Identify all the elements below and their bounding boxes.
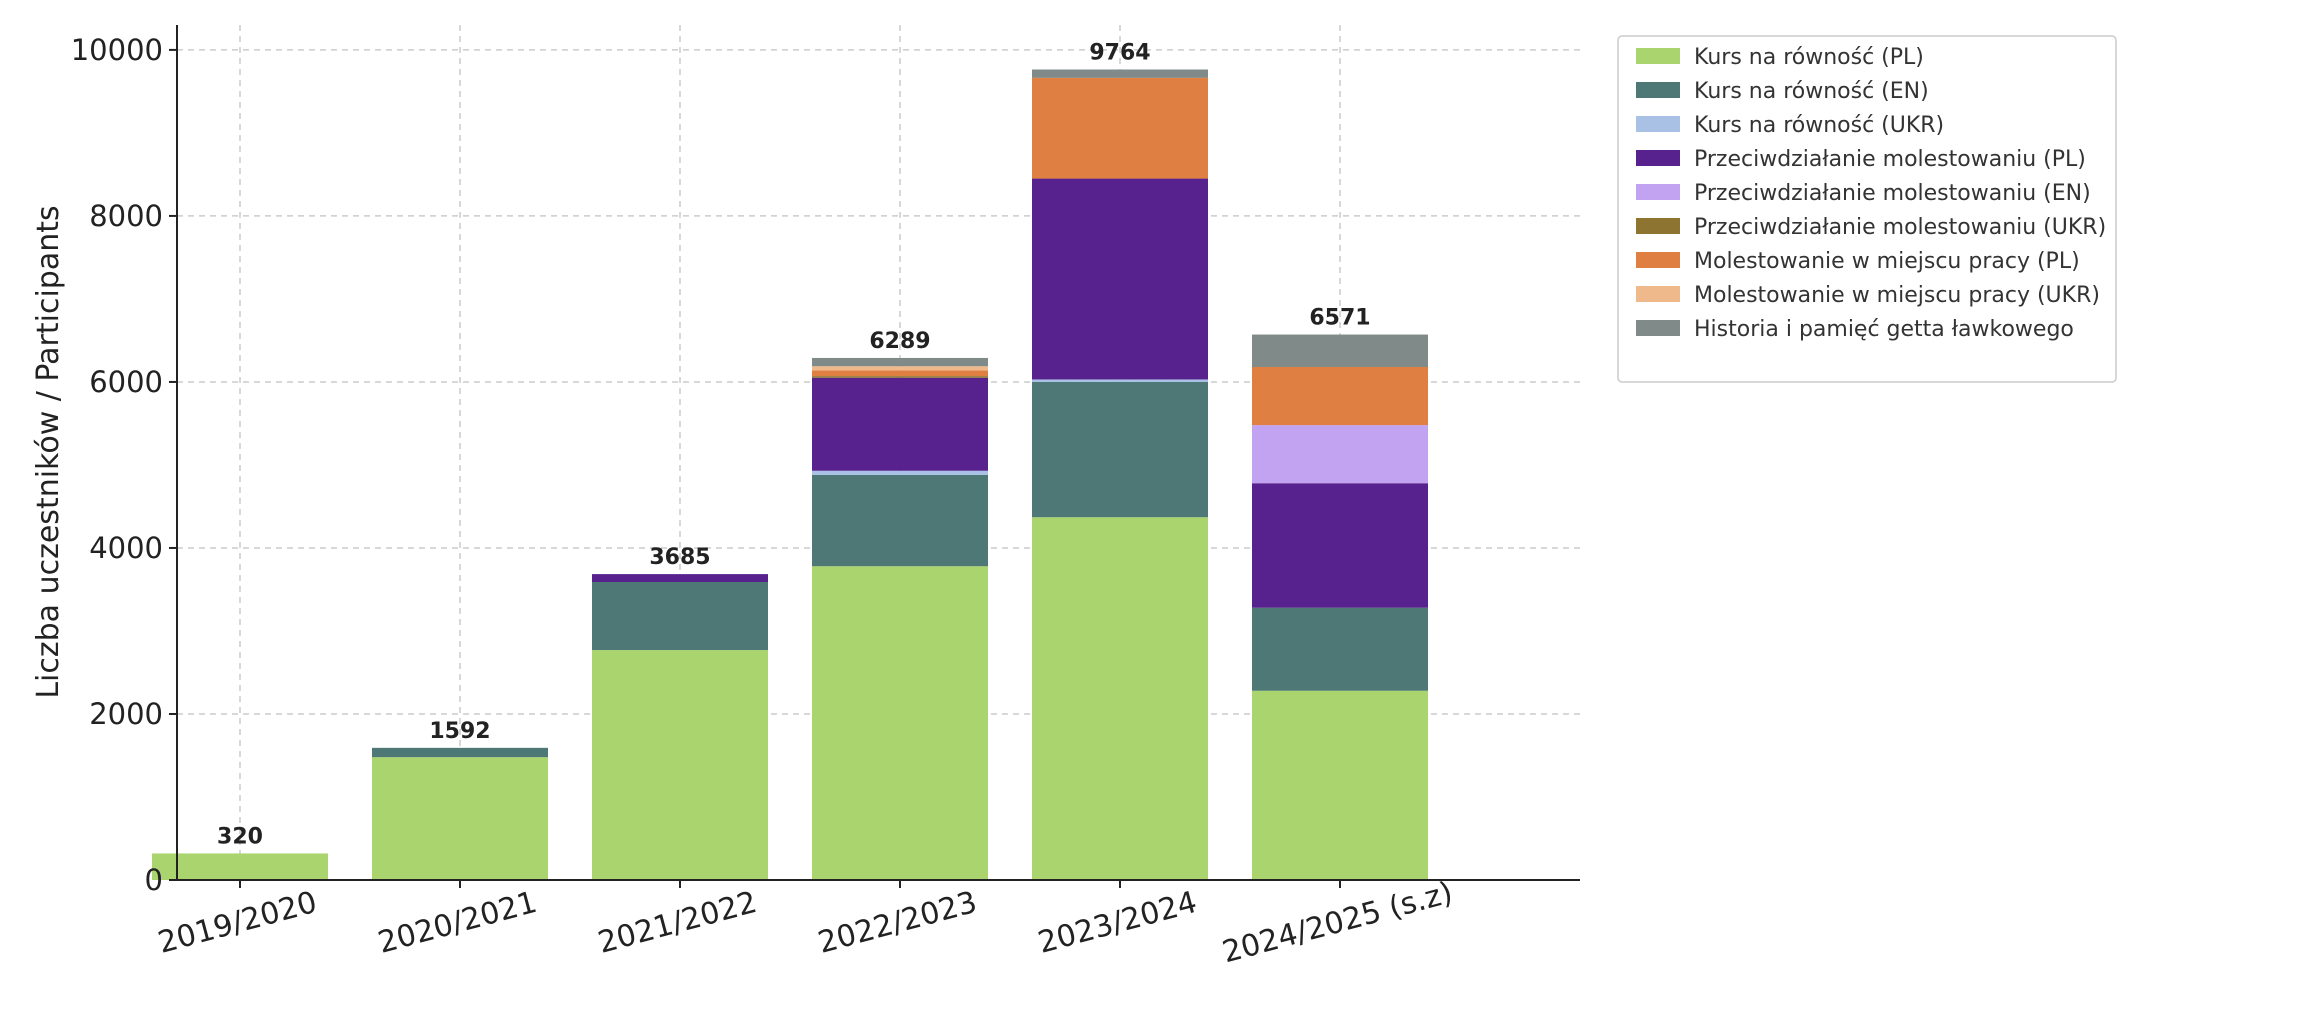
legend-label: Kurs na równość (PL) [1694, 45, 1924, 70]
legend-swatch [1636, 286, 1680, 302]
legend-swatch [1636, 150, 1680, 166]
legend-swatch [1636, 252, 1680, 268]
y-ticks: 0 2000 4000 6000 8000 10000 [71, 33, 177, 897]
legend-label: Przeciwdziałanie molestowaniu (PL) [1694, 147, 2086, 172]
y-tick-label: 10000 [71, 33, 163, 67]
legend-label: Kurs na równość (UKR) [1694, 113, 1944, 138]
bar-segment [812, 566, 988, 880]
bar-total-label: 6289 [869, 329, 930, 354]
axes [176, 25, 1580, 881]
legend-item: Przeciwdziałanie molestowaniu (UKR) [1636, 215, 2106, 240]
bar-segment [1252, 607, 1428, 691]
bars [152, 69, 1428, 880]
legend-item: Kurs na równość (EN) [1636, 79, 1929, 104]
bar-segment [1032, 77, 1208, 179]
bar-segment [1032, 379, 1208, 382]
legend-swatch [1636, 184, 1680, 200]
bar-segment [1032, 178, 1208, 380]
bar-segment [1252, 483, 1428, 608]
legend-label: Przeciwdziałanie molestowaniu (UKR) [1694, 215, 2106, 240]
legend-label: Przeciwdziałanie molestowaniu (EN) [1694, 181, 2091, 206]
bar-segment [812, 470, 988, 475]
bar-segment [812, 366, 988, 371]
bar-total-label: 1592 [429, 719, 490, 744]
bar-segment [812, 376, 988, 378]
legend-item: Przeciwdziałanie molestowaniu (PL) [1636, 147, 2086, 172]
legend-item: Molestowanie w miejscu pracy (UKR) [1636, 283, 2100, 308]
legend-item: Molestowanie w miejscu pracy (PL) [1636, 249, 2080, 274]
y-tick-label: 4000 [89, 531, 163, 565]
legend-swatch [1636, 320, 1680, 336]
bar-segment [812, 357, 988, 367]
legend-item: Przeciwdziałanie molestowaniu (EN) [1636, 181, 2091, 206]
y-tick-label: 8000 [89, 199, 163, 233]
legend-label: Molestowanie w miejscu pracy (UKR) [1694, 283, 2100, 308]
legend-label: Kurs na równość (EN) [1694, 79, 1929, 104]
x-tick-label: 2022/2023 [814, 885, 980, 961]
x-ticks: 2019/2020 2020/2021 2021/2022 2022/2023 2023… [154, 875, 1456, 970]
legend-swatch [1636, 218, 1680, 234]
bar-segment [1252, 367, 1428, 426]
x-tick-label: 2024/2025 (s.z) [1219, 875, 1457, 970]
x-tick-label: 2020/2021 [374, 885, 540, 961]
y-tick-label: 0 [145, 863, 163, 897]
bar-total-label: 9764 [1089, 40, 1150, 65]
legend-item: Kurs na równość (PL) [1636, 45, 1924, 70]
legend: Kurs na równość (PL) Kurs na równość (EN)… [1617, 35, 2117, 383]
bar-segment [372, 757, 548, 880]
bar-total-label: 6571 [1309, 306, 1370, 331]
bar-segment [1032, 517, 1208, 880]
x-tick-label: 2019/2020 [154, 885, 320, 961]
bar-segment [1252, 690, 1428, 880]
bar-segment [592, 574, 768, 582]
bar-segment [592, 650, 768, 880]
bar-total-label: 3685 [649, 545, 710, 570]
legend-frame [1617, 35, 2117, 383]
legend-label: Molestowanie w miejscu pracy (PL) [1694, 249, 2080, 274]
bar-segment [812, 474, 988, 567]
bar-segment [812, 377, 988, 471]
bar-segment [152, 853, 328, 880]
bar-segment [592, 581, 768, 651]
legend-swatch [1636, 82, 1680, 98]
legend-item: Historia i pamięć getta ławkowego [1636, 317, 2074, 342]
bar-segment [812, 370, 988, 377]
x-tick-label: 2021/2022 [594, 885, 760, 961]
total-labels: 320 1592 3685 6289 9764 6571 [217, 40, 1371, 849]
bar-segment [1252, 425, 1428, 484]
legend-swatch [1636, 116, 1680, 132]
bar-segment [1032, 381, 1208, 518]
bar-segment [1032, 69, 1208, 78]
legend-item: Kurs na równość (UKR) [1636, 113, 1944, 138]
y-tick-label: 2000 [89, 697, 163, 731]
legend-label: Historia i pamięć getta ławkowego [1694, 317, 2074, 342]
x-tick-label: 2023/2024 [1034, 885, 1200, 961]
legend-swatch [1636, 48, 1680, 64]
bar-segment [1252, 334, 1428, 367]
y-tick-label: 6000 [89, 365, 163, 399]
bar-total-label: 320 [217, 824, 263, 849]
y-axis-label: Liczba uczestników / Participants [31, 205, 66, 698]
bar-segment [372, 747, 548, 758]
